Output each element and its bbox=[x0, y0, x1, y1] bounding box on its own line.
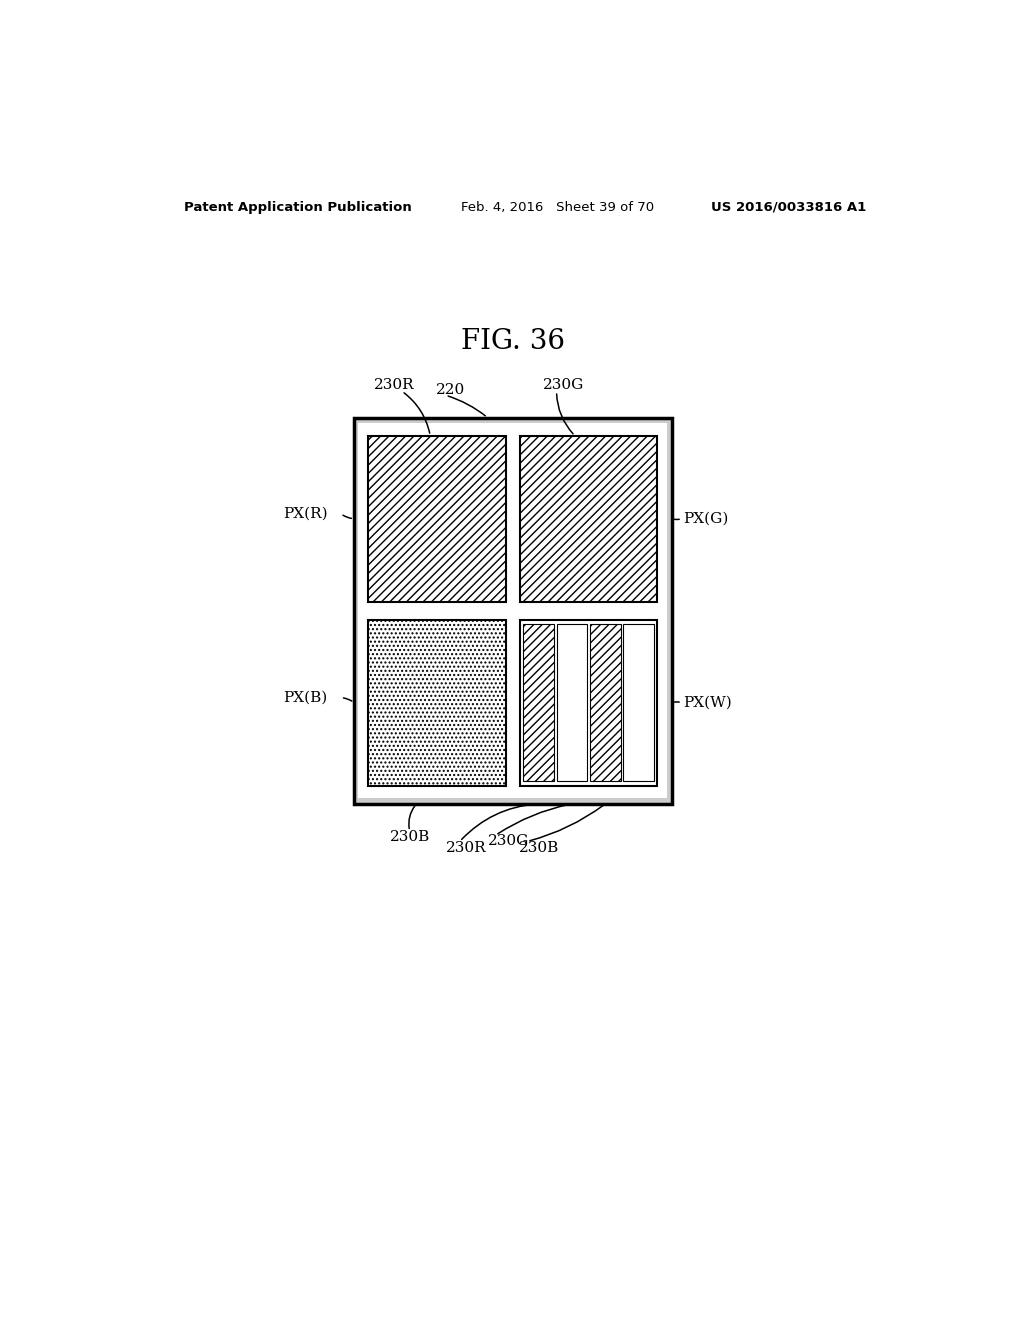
Text: PX(W): PX(W) bbox=[684, 696, 732, 710]
Text: Patent Application Publication: Patent Application Publication bbox=[183, 201, 412, 214]
Text: PX(B): PX(B) bbox=[283, 690, 327, 705]
Text: 230R: 230R bbox=[445, 841, 486, 854]
Bar bbox=[520, 620, 657, 785]
Bar bbox=[358, 424, 668, 799]
Bar bbox=[557, 624, 588, 781]
Text: US 2016/0033816 A1: US 2016/0033816 A1 bbox=[711, 201, 866, 214]
Text: PX(G): PX(G) bbox=[684, 512, 729, 525]
Text: 230B: 230B bbox=[390, 830, 430, 845]
Text: 230G: 230G bbox=[487, 834, 528, 849]
Text: 220: 220 bbox=[436, 383, 465, 397]
Text: Feb. 4, 2016   Sheet 39 of 70: Feb. 4, 2016 Sheet 39 of 70 bbox=[461, 201, 654, 214]
Text: PX(R): PX(R) bbox=[283, 507, 328, 520]
Bar bbox=[520, 436, 657, 602]
Text: 230B: 230B bbox=[518, 841, 559, 854]
Bar bbox=[369, 620, 506, 785]
Text: 230R: 230R bbox=[374, 378, 415, 392]
Text: FIG. 36: FIG. 36 bbox=[461, 327, 565, 355]
Bar bbox=[624, 624, 654, 781]
Bar bbox=[354, 417, 672, 804]
Bar bbox=[523, 624, 554, 781]
Bar bbox=[590, 624, 621, 781]
Text: 230G: 230G bbox=[543, 378, 585, 392]
Bar bbox=[369, 436, 506, 602]
